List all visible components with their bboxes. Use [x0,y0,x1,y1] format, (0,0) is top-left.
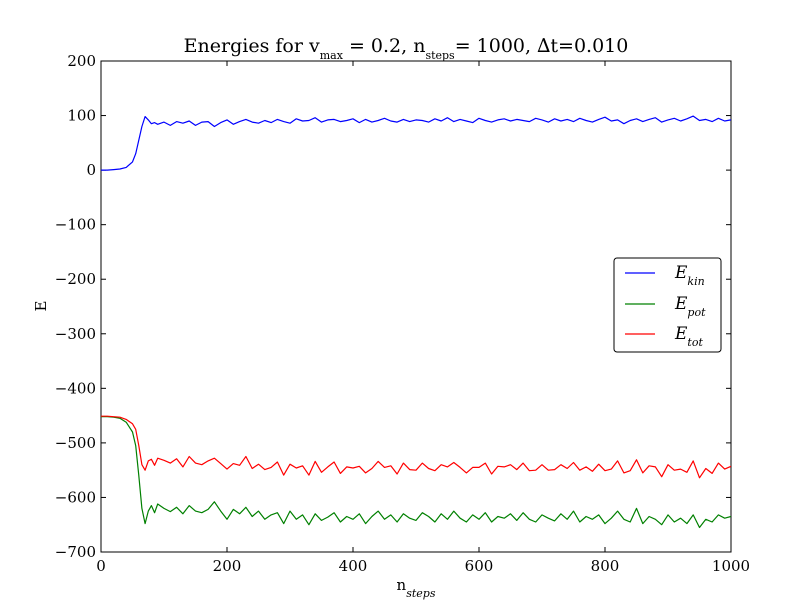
plot-area-frame [100,60,732,553]
x-tick-label: 400 [339,557,368,575]
series-line-ekin [101,115,731,171]
y-tick-label: −700 [55,543,96,561]
y-tick-label: 100 [67,107,96,125]
legend-box [613,257,722,353]
series-line-epot [101,416,731,529]
axis-ticks: 0 200 400 600 800 10002001000−100−200−300−400… [55,52,750,575]
legend-label-epot: Epot [674,294,706,319]
legend-label-etot: Etot [674,324,703,349]
legend-label-ekin: Ekin [674,263,705,288]
y-tick-label: 0 [86,161,96,179]
series-line-etot [101,415,731,479]
y-tick-label: −300 [55,325,96,343]
y-axis-label: E [32,301,50,312]
x-tick-label: 800 [591,557,620,575]
chart-title: Energies for vmax = 0.2, nsteps= 1000, ∆… [184,35,629,62]
series-lines [101,115,731,529]
legend: Ekin Epot Etot [613,257,722,353]
y-tick-label: −400 [55,379,96,397]
y-tick-label: −100 [55,216,96,234]
y-tick-label: −600 [55,488,96,506]
x-tick-label: 200 [213,557,242,575]
x-axis-label: nsteps [397,576,436,600]
y-tick-label: 200 [67,52,96,70]
x-tick-label: 600 [465,557,494,575]
x-tick-label: 0 [96,557,106,575]
y-tick-label: −200 [55,270,96,288]
y-tick-label: −500 [55,434,96,452]
x-tick-label: 1000 [712,557,750,575]
